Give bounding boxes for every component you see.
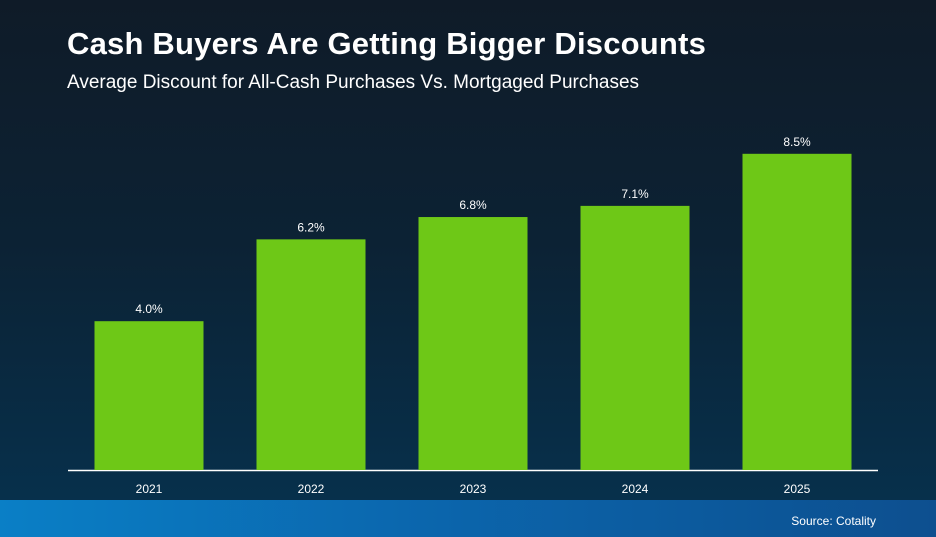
chart-title: Cash Buyers Are Getting Bigger Discounts — [67, 26, 707, 61]
x-tick-label-2025: 2025 — [784, 482, 811, 496]
data-label-2023: 6.8% — [459, 198, 487, 212]
source-label: Source: Cotality — [791, 514, 876, 528]
x-tick-label-2024: 2024 — [622, 482, 649, 496]
x-tick-label-2021: 2021 — [136, 482, 163, 496]
data-label-2022: 6.2% — [297, 220, 325, 234]
bar-2025 — [742, 153, 852, 471]
bar-2024 — [580, 205, 690, 470]
data-label-2024: 7.1% — [621, 187, 649, 201]
x-tick-label-2023: 2023 — [460, 482, 487, 496]
bar-2021 — [94, 321, 204, 470]
footer-bar: Source: Cotality — [0, 500, 936, 537]
data-label-2021: 4.0% — [135, 302, 163, 316]
x-tick-label-2022: 2022 — [298, 482, 325, 496]
bar-2023 — [418, 217, 528, 470]
chart-subtitle: Average Discount for All-Cash Purchases … — [67, 72, 640, 93]
data-label-2025: 8.5% — [783, 135, 811, 149]
bar-2022 — [256, 239, 366, 470]
